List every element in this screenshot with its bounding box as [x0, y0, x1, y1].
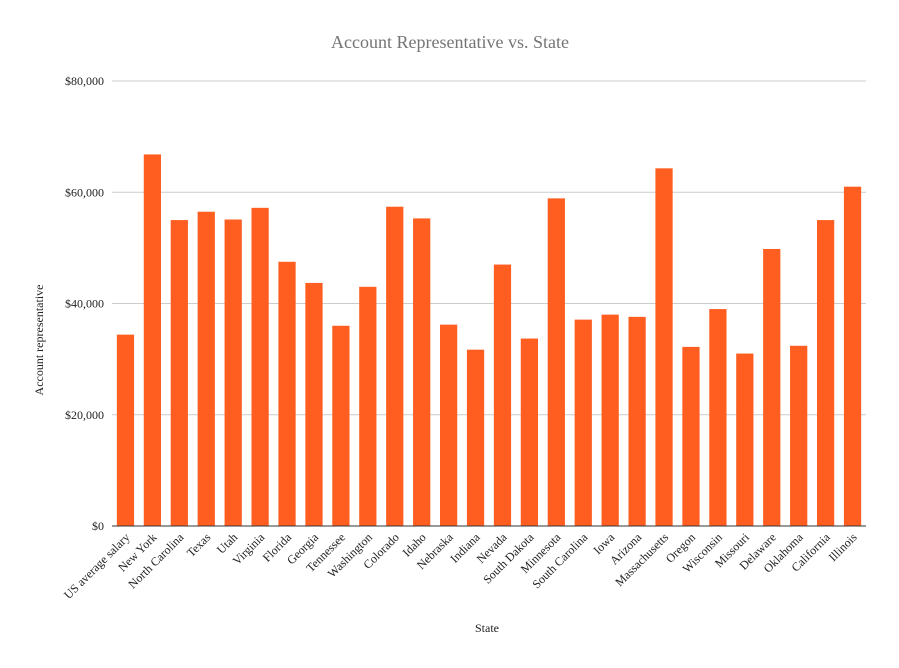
bar [332, 325, 350, 526]
chart-title: Account Representative vs. State [331, 32, 569, 52]
bar [143, 154, 162, 527]
bar [816, 220, 835, 526]
y-tick-label: $0 [92, 519, 104, 533]
bar [466, 349, 485, 526]
bar [386, 206, 404, 526]
bar [413, 218, 431, 527]
y-axis-title: Account representative [32, 285, 46, 396]
bar [547, 198, 565, 526]
bar [197, 211, 215, 526]
bar [709, 309, 727, 526]
bar [655, 168, 673, 527]
bar [224, 219, 242, 526]
y-tick-label: $80,000 [65, 74, 104, 88]
bar [116, 334, 135, 526]
bar [843, 186, 862, 526]
y-tick-label: $60,000 [65, 185, 104, 199]
bar [439, 324, 458, 526]
y-tick-label: $40,000 [65, 297, 104, 311]
bar [305, 282, 323, 526]
bar [574, 319, 592, 526]
bar [790, 345, 808, 526]
bar [736, 353, 754, 526]
x-axis-title: State [475, 621, 499, 635]
y-axis-ticks: $0 $20,000 $40,000 $60,000 $80,000 [65, 74, 104, 533]
bar [359, 286, 377, 526]
bar [278, 261, 296, 526]
bars [116, 154, 862, 527]
bar [493, 264, 512, 526]
bar [682, 346, 700, 526]
bar [520, 338, 539, 526]
bar [601, 314, 619, 526]
bar [628, 316, 646, 526]
bar [170, 220, 188, 526]
bar [251, 207, 269, 526]
y-tick-label: $20,000 [65, 408, 104, 422]
bar [763, 248, 781, 527]
